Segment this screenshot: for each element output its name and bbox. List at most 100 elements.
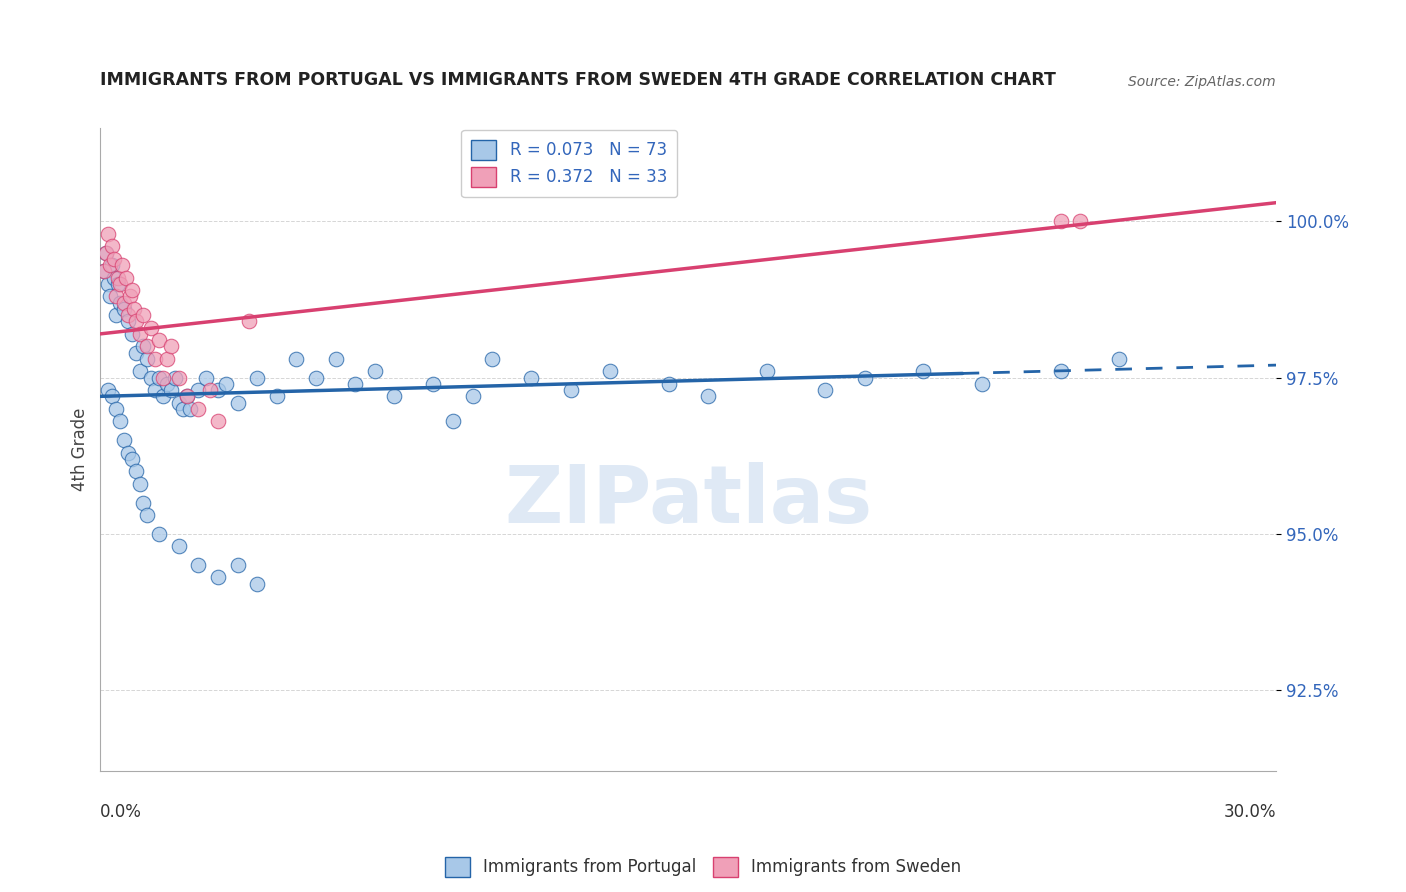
Point xyxy=(122,301,145,316)
Point xyxy=(148,526,170,541)
Point xyxy=(132,339,155,353)
Point xyxy=(167,395,190,409)
Point xyxy=(195,370,218,384)
Point xyxy=(97,227,120,241)
Point xyxy=(814,383,837,397)
Point xyxy=(1108,351,1130,366)
Point xyxy=(93,264,115,278)
Point xyxy=(167,539,190,553)
Point xyxy=(108,414,131,428)
Point xyxy=(105,289,128,303)
Point xyxy=(112,295,135,310)
Point xyxy=(114,270,136,285)
Point xyxy=(108,277,131,291)
Point xyxy=(118,289,141,303)
Point xyxy=(98,258,121,272)
Point xyxy=(96,245,118,260)
Point xyxy=(461,389,484,403)
Point xyxy=(1049,364,1071,378)
Point xyxy=(560,383,582,397)
Point xyxy=(285,351,308,366)
Point xyxy=(132,495,155,509)
Point xyxy=(853,370,876,384)
Text: 30.0%: 30.0% xyxy=(1223,804,1277,822)
Point xyxy=(121,326,143,341)
Point xyxy=(148,333,170,347)
Point xyxy=(658,376,681,391)
Point xyxy=(198,383,221,397)
Point xyxy=(238,314,260,328)
Point xyxy=(972,376,994,391)
Point xyxy=(143,383,166,397)
Point xyxy=(117,445,139,459)
Point xyxy=(124,345,146,359)
Point xyxy=(912,364,935,378)
Point xyxy=(344,376,367,391)
Point xyxy=(124,314,146,328)
Point xyxy=(167,370,190,384)
Point xyxy=(156,376,179,391)
Point xyxy=(382,389,405,403)
Point xyxy=(187,558,209,572)
Point xyxy=(112,433,135,447)
Point xyxy=(141,320,163,334)
Point xyxy=(156,351,179,366)
Point xyxy=(187,383,209,397)
Point xyxy=(755,364,778,378)
Point xyxy=(481,351,503,366)
Point xyxy=(179,401,201,416)
Point xyxy=(121,451,143,466)
Text: 0.0%: 0.0% xyxy=(100,804,142,822)
Y-axis label: 4th Grade: 4th Grade xyxy=(72,408,89,491)
Point xyxy=(136,351,159,366)
Point xyxy=(696,389,718,403)
Point xyxy=(215,376,238,391)
Point xyxy=(103,270,125,285)
Point xyxy=(117,308,139,322)
Point xyxy=(112,301,135,316)
Point xyxy=(107,277,129,291)
Point xyxy=(363,364,385,378)
Point xyxy=(152,370,174,384)
Text: ZIPatlas: ZIPatlas xyxy=(505,462,872,540)
Point xyxy=(207,383,229,397)
Point xyxy=(97,383,120,397)
Point xyxy=(97,277,120,291)
Point xyxy=(143,351,166,366)
Point xyxy=(136,508,159,522)
Text: IMMIGRANTS FROM PORTUGAL VS IMMIGRANTS FROM SWEDEN 4TH GRADE CORRELATION CHART: IMMIGRANTS FROM PORTUGAL VS IMMIGRANTS F… xyxy=(100,71,1056,89)
Point xyxy=(207,414,229,428)
Point xyxy=(128,364,150,378)
Point xyxy=(163,370,186,384)
Point xyxy=(93,264,115,278)
Point xyxy=(103,252,125,266)
Point xyxy=(160,383,183,397)
Point xyxy=(148,370,170,384)
Point xyxy=(107,270,129,285)
Point xyxy=(101,239,124,253)
Text: Source: ZipAtlas.com: Source: ZipAtlas.com xyxy=(1129,75,1277,89)
Point xyxy=(121,283,143,297)
Legend: Immigrants from Portugal, Immigrants from Sweden: Immigrants from Portugal, Immigrants fro… xyxy=(439,850,967,884)
Point xyxy=(128,476,150,491)
Point xyxy=(136,339,159,353)
Point xyxy=(117,314,139,328)
Point xyxy=(96,245,118,260)
Point xyxy=(141,370,163,384)
Point xyxy=(422,376,444,391)
Point xyxy=(105,401,128,416)
Point xyxy=(101,389,124,403)
Point xyxy=(226,558,249,572)
Point xyxy=(441,414,464,428)
Point xyxy=(172,401,194,416)
Point xyxy=(520,370,543,384)
Point xyxy=(599,364,621,378)
Point xyxy=(108,295,131,310)
Point xyxy=(246,370,269,384)
Point xyxy=(98,289,121,303)
Point xyxy=(128,326,150,341)
Point xyxy=(124,464,146,478)
Point xyxy=(207,570,229,584)
Point xyxy=(1049,214,1071,228)
Point xyxy=(187,401,209,416)
